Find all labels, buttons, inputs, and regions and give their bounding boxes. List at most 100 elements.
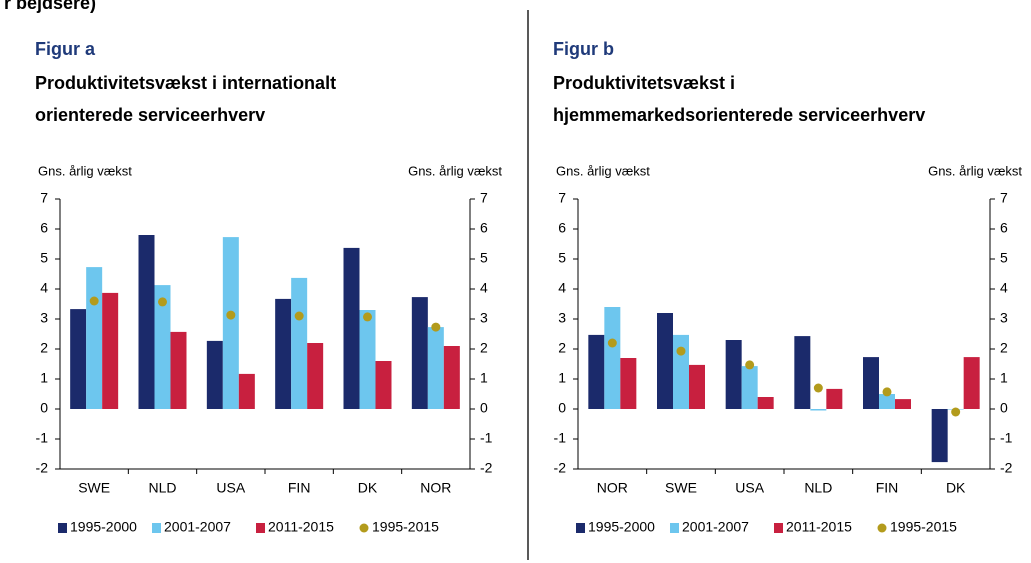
y-tick-label: -1: [554, 430, 567, 446]
dot: [431, 322, 441, 332]
y2-tick-label: 3: [480, 310, 488, 326]
y2-tick-label: 1: [480, 370, 488, 386]
legend-swatch: [576, 523, 585, 533]
bar: [359, 310, 376, 409]
dot: [363, 312, 372, 322]
bar: [375, 361, 392, 409]
bar: [725, 340, 742, 409]
bar: [206, 340, 223, 409]
bar: [70, 309, 87, 409]
bar: [657, 313, 673, 409]
x-tick-label: NLD: [148, 480, 176, 496]
bar: [879, 394, 895, 409]
dot: [745, 360, 755, 370]
legend-swatch: [256, 523, 265, 533]
y-axis-label: Gns. årlig vækst: [38, 163, 132, 178]
y-tick-label: 5: [40, 250, 48, 266]
bar: [863, 357, 879, 409]
x-tick-label: SWE: [665, 480, 697, 496]
y-tick-label: -2: [554, 460, 567, 476]
y2-tick-label: 6: [480, 220, 488, 236]
x-tick-label: USA: [735, 480, 764, 496]
bar: [275, 298, 292, 409]
chart-title: hjemmemarkedsorienterede serviceerhverv: [553, 105, 925, 125]
bar: [291, 277, 308, 409]
bar: [673, 334, 689, 409]
y-axis-label: Gns. årlig vækst: [556, 163, 650, 178]
y-tick-label: 0: [558, 400, 566, 416]
bar: [689, 364, 705, 409]
y-tick-label: -2: [36, 460, 49, 476]
legend-label: 1995-2000: [70, 519, 137, 535]
bar: [411, 297, 428, 409]
y2-axis-label: Gns. årlig vækst: [928, 163, 1022, 178]
legend-swatch: [774, 523, 783, 533]
bar: [963, 357, 980, 409]
bar: [86, 267, 103, 409]
bar: [620, 358, 637, 409]
legend-swatch: [670, 523, 679, 533]
x-tick-label: FIN: [876, 480, 899, 496]
y2-tick-label: 3: [1000, 310, 1008, 326]
y2-tick-label: -2: [480, 460, 493, 476]
x-tick-label: NOR: [597, 480, 628, 496]
bar: [154, 285, 171, 409]
bar: [931, 409, 948, 463]
y-tick-label: 0: [40, 400, 48, 416]
figure-label: Figur a: [35, 39, 96, 59]
chart-title: orienterede serviceerhverv: [35, 105, 265, 125]
legend-swatch: [152, 523, 161, 533]
legend-label: 1995-2000: [588, 519, 655, 535]
y2-tick-label: 0: [480, 400, 488, 416]
dot: [882, 387, 892, 397]
dot: [89, 296, 99, 306]
y-tick-label: 2: [40, 340, 48, 356]
y2-tick-label: 2: [1000, 340, 1008, 356]
legend-label: 2011-2015: [268, 519, 334, 535]
y2-tick-label: 2: [480, 340, 488, 356]
x-tick-label: SWE: [78, 480, 110, 496]
legend-swatch: [58, 523, 67, 533]
legend-label: 2011-2015: [786, 519, 852, 535]
bar: [757, 397, 774, 409]
bar: [588, 334, 605, 409]
y-tick-label: 3: [40, 310, 48, 326]
y2-axis-label: Gns. årlig vækst: [408, 163, 502, 178]
figure-label: Figur b: [553, 39, 614, 59]
y2-tick-label: -1: [1000, 430, 1013, 446]
header-fragment: r bejdsere): [4, 0, 96, 13]
y2-tick-label: 7: [1000, 190, 1008, 206]
legend-label: 2001-2007: [164, 519, 231, 535]
y2-tick-label: 4: [1000, 280, 1008, 296]
y2-tick-label: 1: [1000, 370, 1008, 386]
x-tick-label: DK: [358, 480, 378, 496]
y-tick-label: 1: [40, 370, 48, 386]
legend-swatch: [877, 523, 887, 533]
y2-tick-label: 5: [1000, 250, 1008, 266]
x-tick-label: USA: [216, 480, 245, 496]
y2-tick-label: 4: [480, 280, 488, 296]
y-tick-label: 4: [40, 280, 48, 296]
y-tick-label: 3: [558, 310, 566, 326]
bar: [810, 409, 827, 411]
y-tick-label: -1: [36, 430, 49, 446]
y2-tick-label: -1: [480, 430, 493, 446]
bar: [170, 331, 187, 409]
legend-label: 1995-2015: [890, 519, 957, 535]
bar: [102, 292, 119, 409]
y-tick-label: 4: [558, 280, 566, 296]
y2-tick-label: -2: [1000, 460, 1013, 476]
legend-swatch: [359, 523, 369, 533]
dot: [607, 338, 617, 348]
dot: [676, 346, 686, 356]
bar: [427, 327, 444, 409]
y-tick-label: 6: [40, 220, 48, 236]
bar: [307, 343, 324, 409]
legend-label: 1995-2015: [372, 519, 439, 535]
bar: [794, 336, 811, 409]
dot: [951, 407, 961, 417]
y-tick-label: 2: [558, 340, 566, 356]
chart-title: Produktivitetsvækst i: [553, 73, 735, 93]
bar: [741, 366, 758, 409]
y2-tick-label: 5: [480, 250, 488, 266]
